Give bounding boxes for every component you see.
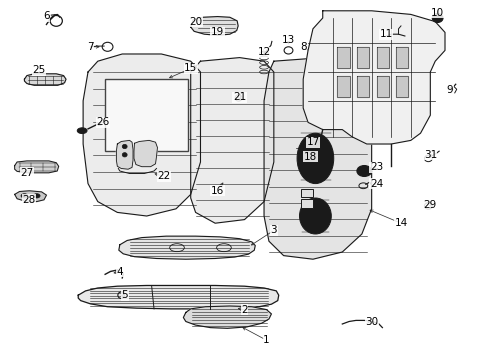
Ellipse shape	[297, 133, 333, 184]
Text: 15: 15	[183, 63, 197, 73]
Text: 29: 29	[423, 200, 436, 210]
Polygon shape	[134, 140, 157, 167]
Ellipse shape	[21, 194, 28, 198]
Polygon shape	[356, 47, 368, 68]
Polygon shape	[376, 76, 388, 97]
Text: 21: 21	[232, 92, 246, 102]
Polygon shape	[15, 191, 46, 202]
Text: 31: 31	[423, 150, 436, 160]
Ellipse shape	[431, 13, 442, 22]
Text: 30: 30	[365, 317, 377, 327]
Text: 14: 14	[393, 218, 407, 228]
Polygon shape	[24, 74, 66, 85]
Polygon shape	[337, 47, 349, 68]
Bar	[300, 199, 312, 208]
Polygon shape	[264, 58, 371, 259]
Text: 27: 27	[20, 168, 34, 178]
Text: 28: 28	[22, 195, 36, 205]
Text: 12: 12	[257, 47, 270, 57]
Bar	[105, 79, 188, 151]
Text: 17: 17	[305, 137, 319, 147]
Text: 4: 4	[116, 267, 123, 277]
Text: 22: 22	[157, 171, 170, 181]
Text: 3: 3	[270, 225, 277, 235]
Text: 11: 11	[379, 29, 392, 39]
Text: 19: 19	[210, 27, 224, 37]
Text: 24: 24	[369, 179, 383, 189]
Ellipse shape	[122, 153, 127, 157]
Text: 13: 13	[281, 35, 295, 45]
Ellipse shape	[356, 166, 371, 176]
Text: 20: 20	[189, 17, 202, 27]
Ellipse shape	[33, 194, 40, 198]
Text: 16: 16	[210, 186, 224, 196]
Text: 5: 5	[121, 290, 128, 300]
Polygon shape	[116, 140, 133, 169]
Text: 25: 25	[32, 65, 46, 75]
Polygon shape	[395, 47, 407, 68]
Polygon shape	[303, 11, 444, 144]
Polygon shape	[119, 236, 255, 259]
Text: 8: 8	[299, 42, 306, 52]
Bar	[300, 189, 312, 197]
Text: 18: 18	[303, 152, 317, 162]
Text: 7: 7	[87, 42, 94, 52]
Polygon shape	[15, 161, 59, 173]
Polygon shape	[190, 58, 273, 223]
Text: 9: 9	[446, 85, 452, 95]
Text: 10: 10	[430, 8, 443, 18]
Polygon shape	[78, 285, 278, 309]
Polygon shape	[337, 76, 349, 97]
Polygon shape	[183, 306, 271, 328]
Ellipse shape	[122, 144, 127, 149]
Text: 2: 2	[241, 305, 247, 315]
Text: 1: 1	[263, 335, 269, 345]
Polygon shape	[395, 76, 407, 97]
Text: 26: 26	[96, 117, 109, 127]
Polygon shape	[356, 76, 368, 97]
Polygon shape	[83, 54, 200, 216]
Text: 6: 6	[43, 11, 50, 21]
Polygon shape	[190, 17, 238, 35]
Polygon shape	[376, 47, 388, 68]
Ellipse shape	[77, 128, 87, 134]
Text: 23: 23	[369, 162, 383, 172]
Ellipse shape	[299, 198, 331, 234]
